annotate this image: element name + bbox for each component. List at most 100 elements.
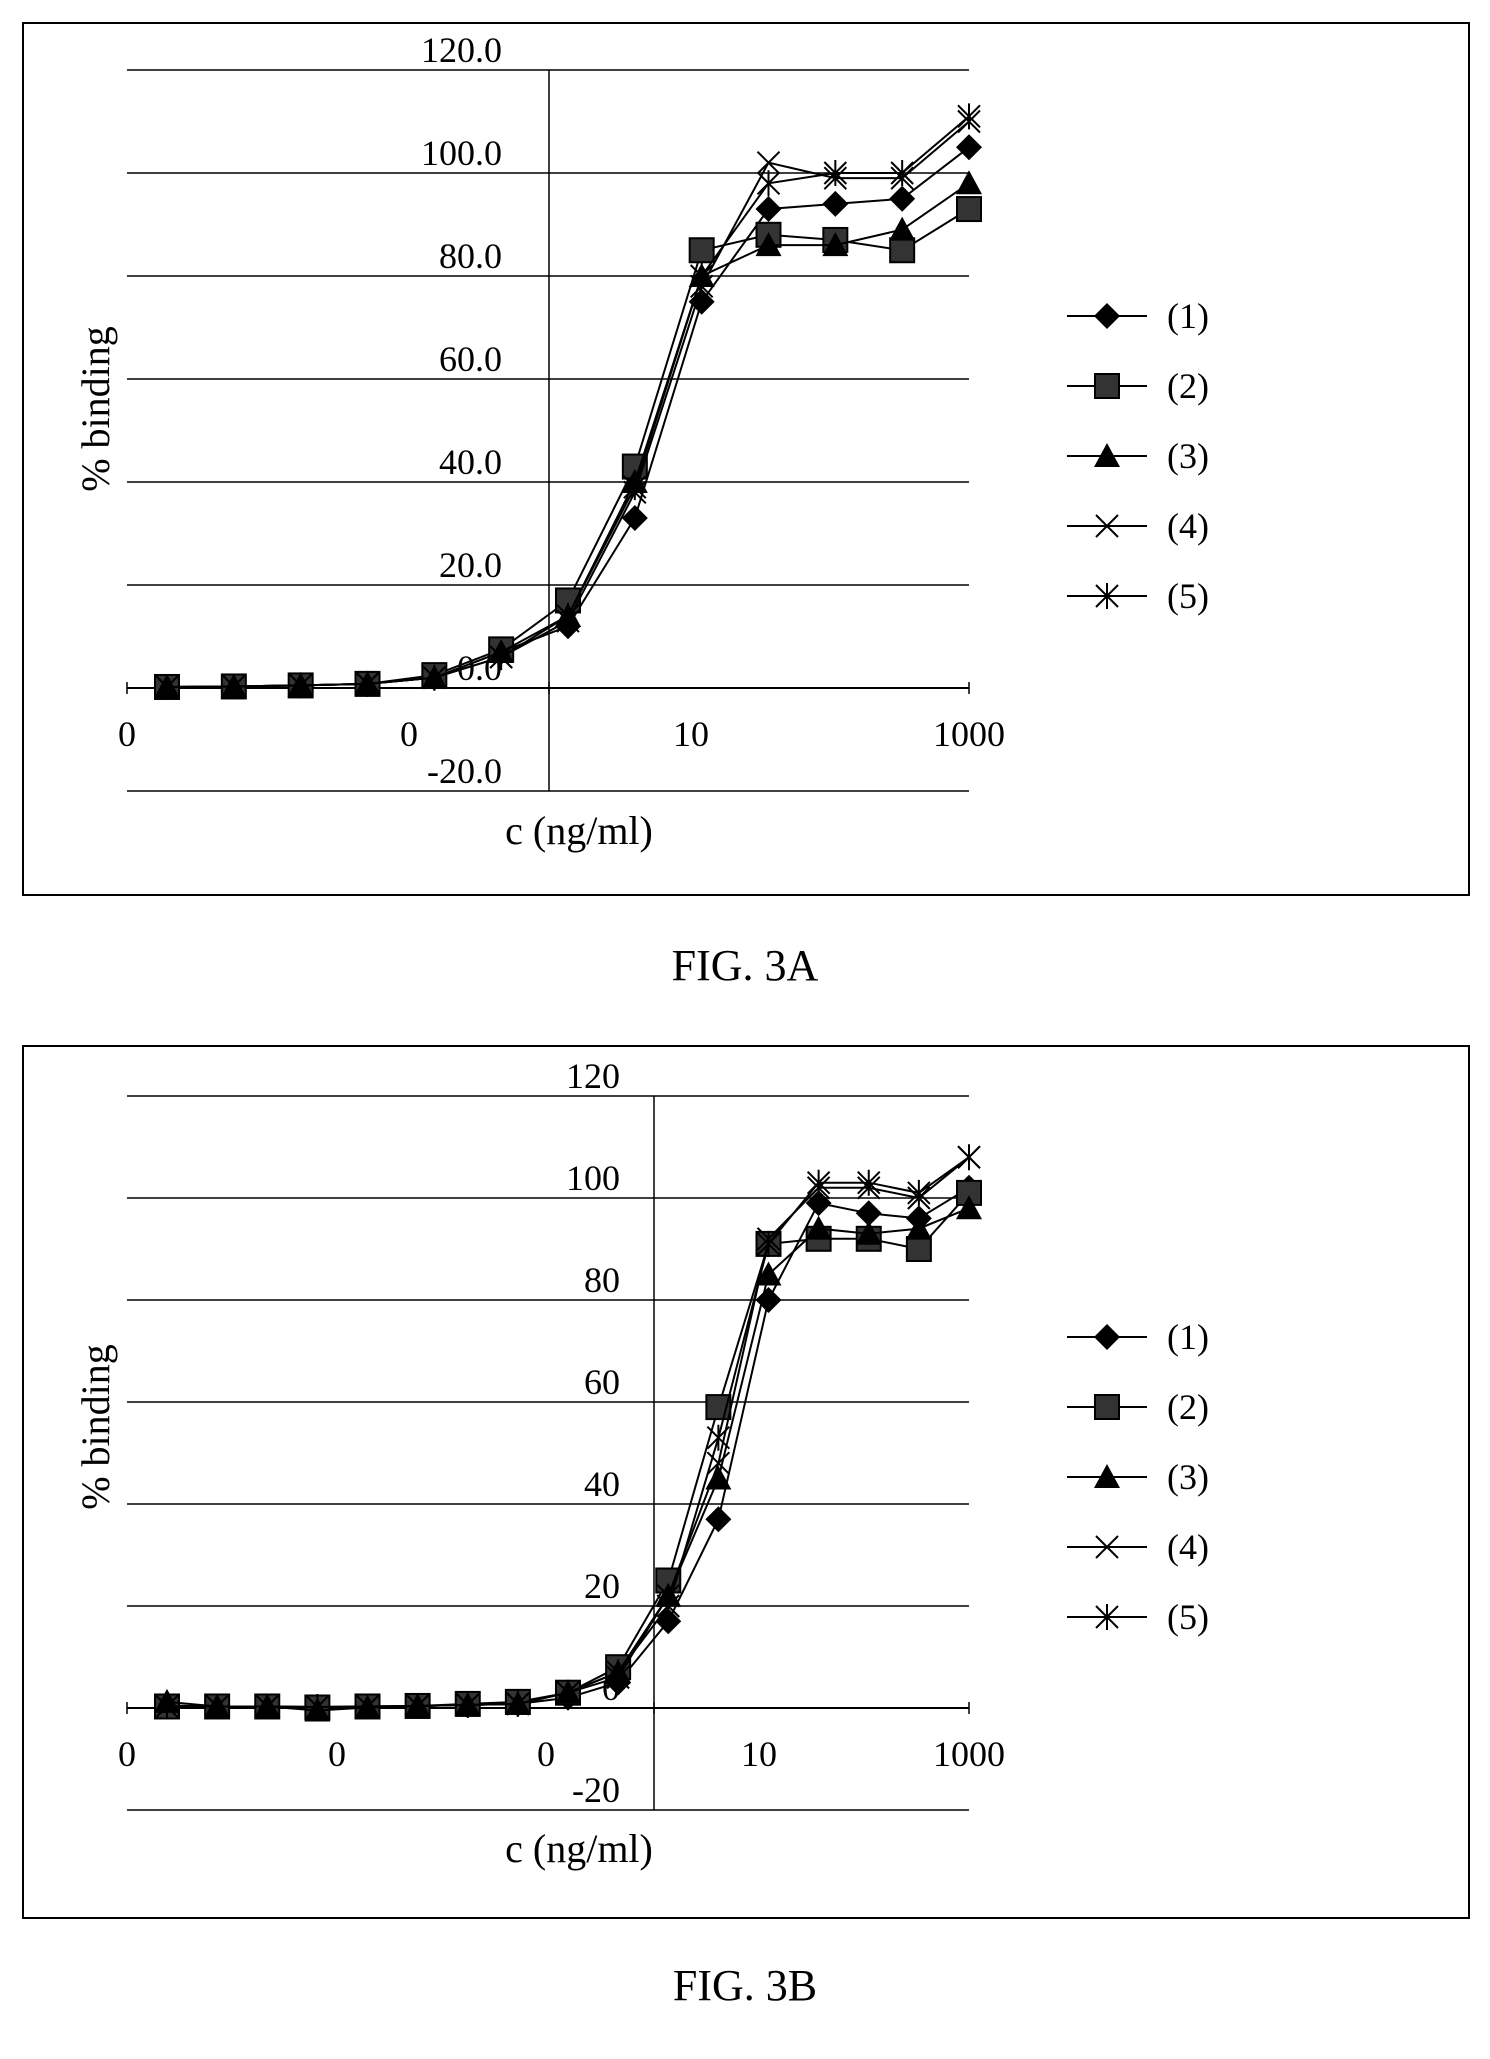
legend-item-5: (5) <box>1067 1597 1209 1637</box>
x-tick-label: 10 <box>741 1734 777 1774</box>
legend-label: (4) <box>1167 506 1209 546</box>
series-5 <box>155 1144 981 1720</box>
marker-double-x <box>305 1693 330 1720</box>
figure-caption-3a: FIG. 3A <box>671 941 819 990</box>
legend-item-3: (3) <box>1067 436 1209 476</box>
marker-diamond <box>855 1200 882 1227</box>
legend-label: (5) <box>1167 576 1209 616</box>
marker-double-x <box>706 1424 731 1451</box>
marker-diamond <box>805 1190 832 1217</box>
marker-square <box>956 196 982 223</box>
marker-diamond <box>705 1506 732 1533</box>
y-tick-label: 120 <box>566 1056 620 1096</box>
chart-panel-fig-3a: 120.0 100.0 80.0 60.0 40.0 20.0 0.0 -20.0 0 0 10 10… <box>22 22 1470 896</box>
marker-triangle <box>705 1465 732 1490</box>
marker-triangle <box>755 1261 782 1286</box>
x-tick-label: 0 <box>118 714 136 754</box>
marker-double-x <box>756 1230 781 1257</box>
marker-triangle <box>855 1220 882 1245</box>
marker-triangle <box>956 170 982 195</box>
x-tick-label: 1000 <box>933 714 1005 754</box>
marker-diamond <box>755 1287 782 1313</box>
marker-double-x <box>222 673 246 700</box>
marker-double-x <box>806 1169 831 1196</box>
marker-double-x <box>606 1659 630 1686</box>
series-1 <box>154 1174 982 1720</box>
y-tick-label: 60 <box>584 1362 620 1402</box>
figure-caption-3b: FIG. 3B <box>672 1961 818 2010</box>
marker-double-x <box>957 103 981 130</box>
x-tick-label: 0 <box>118 1734 136 1774</box>
marker-square <box>688 237 715 264</box>
marker-triangle <box>889 216 916 241</box>
y-tick-label: 40.0 <box>439 442 502 482</box>
marker-square <box>905 1236 932 1262</box>
marker-square <box>1094 1394 1120 1420</box>
y-tick-label: 20 <box>584 1566 620 1606</box>
marker-double-x <box>957 1144 981 1171</box>
y-tick-label: 100 <box>566 1158 620 1198</box>
legend-label: (3) <box>1167 436 1209 476</box>
y-tick-label: -20.0 <box>427 751 502 791</box>
y-tick-label: 80 <box>584 1260 620 1300</box>
x-axis-title: c (ng/ml) <box>505 808 653 853</box>
marker-double-x <box>823 160 848 186</box>
marker-double-x <box>756 170 781 197</box>
legend-label: (2) <box>1167 1387 1209 1427</box>
marker-diamond <box>889 185 916 212</box>
marker-double-x <box>689 263 714 289</box>
y-tick-label: 120.0 <box>421 30 502 70</box>
legend-item-1: (1) <box>1067 296 1209 336</box>
marker-double-x <box>155 673 179 700</box>
marker-square <box>889 237 916 264</box>
legend-item-1: (1) <box>1067 1317 1209 1357</box>
legend-item-5: (5) <box>1067 576 1209 616</box>
marker-square <box>1094 373 1120 399</box>
marker-double-x <box>456 1691 480 1718</box>
marker-triangle <box>1094 1464 1120 1488</box>
marker-x <box>756 150 781 175</box>
x-tick-label: 0 <box>537 1734 555 1774</box>
marker-double-x <box>656 1593 680 1619</box>
legend-item-4: (4) <box>1067 506 1209 546</box>
marker-double-x <box>405 1692 430 1719</box>
y-tick-label: 100.0 <box>421 133 502 173</box>
y-tick-label: 60.0 <box>439 339 502 379</box>
x-axis-title: c (ng/ml) <box>505 1826 653 1871</box>
series-line <box>166 1186 970 1709</box>
legend-label: (1) <box>1167 1317 1209 1357</box>
marker-double-x <box>857 1169 881 1196</box>
marker-x <box>1095 514 1119 538</box>
x-tick-label: 0 <box>400 714 418 754</box>
marker-double-x <box>556 1679 580 1706</box>
y-axis-title: % binding <box>73 326 118 492</box>
legend-item-2: (2) <box>1067 366 1209 406</box>
series-5 <box>155 103 981 700</box>
legend-item-4: (4) <box>1067 1527 1209 1567</box>
series-2 <box>154 1179 982 1721</box>
legend-label: (3) <box>1167 1457 1209 1497</box>
legend-label: (4) <box>1167 1527 1209 1567</box>
series-3 <box>154 1195 982 1722</box>
series-line <box>166 1207 970 1712</box>
marker-triangle <box>805 1215 832 1240</box>
series-line <box>167 1192 970 1709</box>
marker-diamond <box>822 190 849 217</box>
marker-double-x <box>907 1179 931 1206</box>
marker-double-x <box>506 1690 530 1717</box>
marker-triangle <box>822 232 849 257</box>
marker-double-x <box>489 644 513 671</box>
x-tick-label: 1000 <box>933 1734 1005 1774</box>
marker-double-x <box>355 670 380 697</box>
marker-diamond <box>755 196 782 223</box>
y-tick-label: -20 <box>572 1770 620 1810</box>
y-tick-label: 40 <box>584 1464 620 1504</box>
legend-label: (1) <box>1167 296 1209 336</box>
marker-double-x <box>1095 583 1119 609</box>
marker-triangle <box>1094 443 1120 467</box>
marker-triangle <box>755 232 782 257</box>
marker-triangle <box>956 1195 982 1220</box>
